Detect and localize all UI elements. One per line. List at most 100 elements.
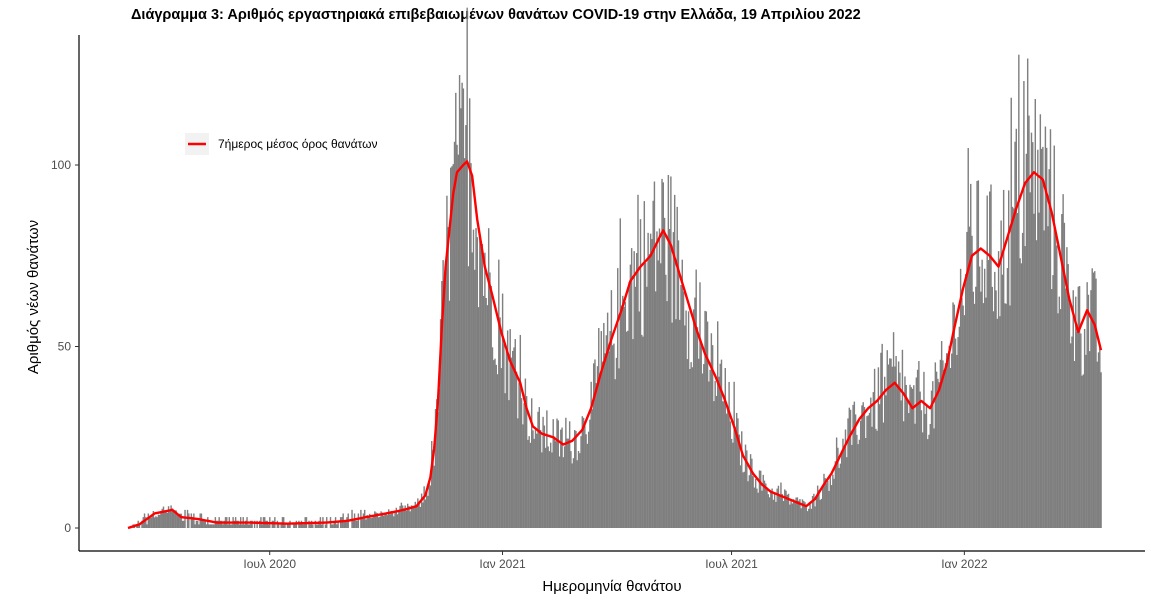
daily-deaths-bar	[815, 496, 818, 528]
daily-deaths-bar	[370, 518, 372, 528]
axis-ticks: 0 50 100 Ιουλ 2020 Ιαν 2021 Ιουλ 2021 Ιαν 2022	[51, 158, 988, 571]
daily-deaths-bar	[677, 240, 680, 528]
daily-deaths-bar	[671, 322, 673, 528]
daily-deaths-bar	[1023, 81, 1025, 528]
daily-deaths-bar	[1068, 301, 1071, 528]
daily-deaths-bar	[722, 401, 724, 528]
daily-deaths-bar	[814, 506, 816, 528]
daily-deaths-bar	[1016, 213, 1019, 528]
daily-deaths-bar	[513, 347, 515, 528]
daily-deaths-bar	[1057, 313, 1059, 528]
daily-deaths-bar	[266, 520, 268, 528]
daily-deaths-bar	[935, 371, 938, 528]
daily-deaths-bar	[987, 260, 990, 528]
daily-deaths-bar	[937, 378, 939, 528]
daily-deaths-bar	[951, 353, 953, 528]
daily-deaths-bar	[366, 515, 368, 528]
daily-deaths-bar	[725, 413, 728, 528]
daily-deaths-bar	[789, 504, 791, 528]
daily-deaths-bar	[873, 368, 876, 528]
daily-deaths-bar	[169, 510, 171, 528]
daily-deaths-bar	[147, 513, 150, 528]
daily-deaths-bar	[881, 343, 883, 528]
daily-deaths-bar	[294, 524, 296, 528]
daily-deaths-bar	[847, 418, 849, 528]
daily-deaths-bar	[649, 233, 652, 528]
daily-deaths-bar	[648, 254, 651, 529]
daily-deaths-bar	[404, 505, 406, 528]
daily-deaths-bar	[997, 251, 1000, 529]
daily-deaths-bar	[658, 228, 661, 528]
daily-deaths-bar	[380, 511, 382, 528]
daily-deaths-bar	[371, 517, 373, 528]
daily-deaths-bar	[166, 512, 169, 528]
daily-deaths-bar	[503, 343, 505, 528]
daily-deaths-bar	[455, 92, 457, 528]
daily-deaths-bar	[191, 517, 194, 528]
daily-deaths-bar	[800, 508, 802, 528]
daily-deaths-bar	[1059, 309, 1062, 528]
axes	[78, 35, 1145, 552]
daily-deaths-bar	[636, 253, 638, 529]
daily-deaths-bar	[715, 395, 718, 528]
daily-deaths-bar	[547, 446, 549, 528]
daily-deaths-bar	[1020, 263, 1023, 528]
daily-deaths-bar	[581, 416, 584, 528]
daily-deaths-bar	[415, 505, 418, 528]
daily-deaths-bar	[837, 447, 839, 528]
daily-deaths-bar	[687, 311, 690, 528]
daily-deaths-bar	[657, 260, 659, 528]
daily-deaths-bar	[1054, 233, 1057, 529]
daily-deaths-bar	[157, 514, 160, 528]
x-tick-label: Ιαν 2021	[479, 557, 526, 571]
daily-deaths-bar	[572, 458, 575, 528]
daily-deaths-bar	[145, 517, 147, 528]
daily-deaths-bar	[1040, 148, 1043, 528]
daily-deaths-bar	[1063, 222, 1066, 529]
daily-deaths-bar	[938, 382, 940, 528]
daily-deaths-bar	[1015, 128, 1018, 528]
daily-deaths-bar	[652, 200, 654, 528]
daily-deaths-bar	[605, 335, 608, 528]
daily-deaths-bar	[577, 450, 580, 528]
daily-deaths-bar	[587, 431, 590, 528]
daily-deaths-bar	[909, 384, 911, 528]
daily-deaths-bar	[176, 514, 179, 528]
daily-deaths-bar	[1044, 126, 1047, 528]
daily-deaths-bar	[542, 416, 544, 528]
daily-deaths-bar	[196, 520, 199, 528]
daily-deaths-bar	[681, 259, 683, 528]
daily-deaths-bar	[947, 353, 949, 528]
daily-deaths-bar	[857, 444, 859, 528]
daily-deaths-bar	[198, 524, 200, 528]
daily-deaths-bar	[752, 476, 754, 528]
daily-deaths-bar	[891, 366, 894, 528]
daily-deaths-bar	[839, 463, 842, 528]
daily-deaths-bar	[353, 513, 356, 528]
daily-deaths-bar	[549, 442, 552, 528]
daily-deaths-bar	[539, 430, 542, 528]
daily-deaths-bar	[940, 341, 943, 528]
daily-deaths-bar	[1049, 129, 1052, 529]
daily-deaths-bar	[391, 512, 394, 528]
daily-deaths-bar	[357, 513, 360, 528]
daily-deaths-bar	[911, 388, 914, 528]
daily-deaths-bar	[456, 144, 458, 528]
daily-deaths-bar	[666, 301, 668, 528]
daily-deaths-bar	[528, 436, 530, 528]
daily-deaths-bar	[949, 367, 952, 528]
daily-deaths-bar	[309, 524, 311, 528]
x-tick-label: Ιουλ 2021	[705, 557, 758, 571]
daily-deaths-bar	[872, 392, 875, 528]
daily-deaths-bar	[174, 510, 176, 528]
seven-day-average-path	[127, 160, 1103, 530]
daily-deaths-bar	[773, 492, 776, 528]
daily-deaths-bar	[398, 511, 400, 528]
daily-deaths-bar	[552, 419, 554, 528]
daily-deaths-bar	[317, 524, 319, 528]
daily-deaths-bar	[1045, 147, 1048, 528]
daily-deaths-bar	[193, 513, 195, 528]
daily-deaths-bar	[205, 524, 208, 528]
daily-deaths-bar	[1066, 247, 1068, 528]
daily-deaths-bar	[761, 490, 763, 528]
